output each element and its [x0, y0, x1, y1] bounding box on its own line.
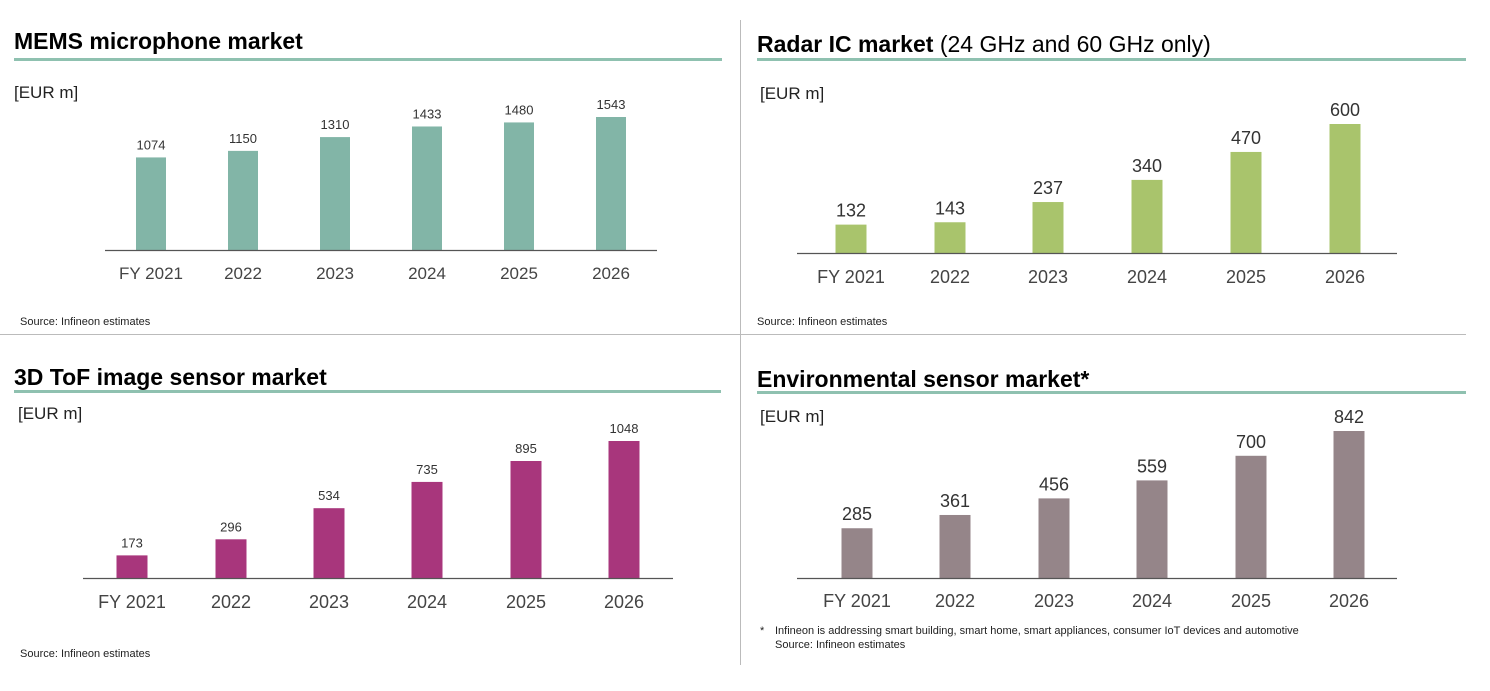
- tof-value-label: 895: [515, 441, 537, 456]
- env-value-label: 456: [1039, 474, 1069, 494]
- env-value-label: 559: [1137, 456, 1167, 476]
- tof-title-rule: [14, 390, 721, 393]
- radar-value-label: 470: [1231, 128, 1261, 148]
- radar-x-tick-label: 2022: [930, 267, 970, 287]
- tof-source: Source: Infineon estimates: [20, 648, 151, 660]
- radar-bar: [835, 224, 867, 253]
- mems-x-tick-label: FY 2021: [119, 264, 183, 283]
- env-value-label: 361: [940, 491, 970, 511]
- tof-bar: [608, 441, 640, 578]
- radar-source: Source: Infineon estimates: [757, 316, 888, 328]
- radar-title-rule: [757, 58, 1466, 61]
- mems-bar: [504, 122, 534, 250]
- mems-x-tick-label: 2023: [316, 264, 354, 283]
- env-value-label: 285: [842, 504, 872, 524]
- tof-value-label: 534: [318, 488, 340, 503]
- radar-bar: [1230, 151, 1262, 253]
- radar-title-main: Radar IC market: [757, 31, 934, 57]
- tof-value-label: 296: [220, 519, 242, 534]
- mems-value-label: 1480: [505, 102, 534, 117]
- tof-x-tick-label: 2024: [407, 592, 447, 612]
- mems-value-label: 1150: [229, 131, 257, 146]
- radar-value-label: 143: [935, 198, 965, 218]
- mems-value-label: 1074: [137, 137, 166, 152]
- env-bar: [1333, 431, 1365, 578]
- mems-title-rule: [14, 58, 722, 61]
- mems-title: MEMS microphone market: [14, 28, 303, 54]
- env-footnote: Infineon is addressing smart building, s…: [775, 625, 1299, 637]
- env-bar: [1136, 480, 1168, 578]
- mems-bar: [596, 117, 626, 250]
- vertical-divider: [740, 20, 741, 665]
- tof-bar: [411, 481, 443, 578]
- mems-bar: [136, 157, 166, 250]
- env-x-tick-label: FY 2021: [823, 591, 891, 611]
- radar-unit-label: [EUR m]: [760, 84, 825, 103]
- radar-x-tick-label: 2026: [1325, 267, 1365, 287]
- mems-bar: [412, 126, 442, 250]
- radar-bar: [1329, 124, 1361, 253]
- env-value-label: 700: [1236, 432, 1266, 452]
- mems-value-label: 1310: [321, 117, 350, 132]
- tof-bar: [510, 461, 542, 578]
- env-bar: [1038, 498, 1070, 578]
- tof-x-tick-label: 2023: [309, 592, 349, 612]
- tof-x-tick-label: 2026: [604, 592, 644, 612]
- mems-bar: [228, 150, 258, 250]
- env-source: Source: Infineon estimates: [775, 639, 906, 651]
- tof-value-label: 173: [121, 535, 143, 550]
- horizontal-divider: [0, 334, 1466, 335]
- mems-unit-label: [EUR m]: [14, 83, 79, 102]
- mems-x-tick-label: 2024: [408, 264, 446, 283]
- radar-bar: [1032, 202, 1064, 253]
- env-footnote-marker: *: [760, 625, 765, 637]
- radar-value-label: 340: [1132, 156, 1162, 176]
- env-x-tick-label: 2026: [1329, 591, 1369, 611]
- env-x-tick-label: 2022: [935, 591, 975, 611]
- radar-value-label: 132: [836, 201, 866, 221]
- env-bar: [841, 528, 873, 578]
- tof-bar: [116, 555, 148, 578]
- radar-x-tick-label: FY 2021: [817, 267, 885, 287]
- mems-value-label: 1543: [597, 97, 626, 112]
- tof-bar: [313, 508, 345, 578]
- env-x-tick-label: 2024: [1132, 591, 1172, 611]
- tof-title: 3D ToF image sensor market: [14, 364, 327, 390]
- tof-x-tick-label: FY 2021: [98, 592, 166, 612]
- tof-x-tick-label: 2022: [211, 592, 251, 612]
- mems-value-label: 1433: [413, 106, 442, 121]
- env-x-tick-label: 2025: [1231, 591, 1271, 611]
- mems-x-tick-label: 2025: [500, 264, 538, 283]
- radar-title-suffix: (24 GHz and 60 GHz only): [939, 31, 1211, 57]
- radar-x-tick-label: 2024: [1127, 267, 1167, 287]
- env-unit-label: [EUR m]: [760, 407, 825, 426]
- mems-bar: [320, 137, 350, 250]
- tof-value-label: 1048: [610, 421, 639, 436]
- mems-x-tick-label: 2022: [224, 264, 262, 283]
- radar-title: Radar IC market (24 GHz and 60 GHz only): [757, 31, 1211, 58]
- mems-source: Source: Infineon estimates: [20, 316, 151, 328]
- mems-x-tick-label: 2026: [592, 264, 630, 283]
- env-title: Environmental sensor market*: [757, 366, 1090, 392]
- env-value-label: 842: [1334, 407, 1364, 427]
- env-bar: [939, 514, 971, 578]
- radar-x-tick-label: 2023: [1028, 267, 1068, 287]
- tof-bar: [215, 539, 247, 578]
- radar-bar: [934, 222, 966, 253]
- radar-value-label: 600: [1330, 100, 1360, 120]
- tof-value-label: 735: [416, 462, 438, 477]
- env-title-rule: [757, 391, 1466, 394]
- tof-unit-label: [EUR m]: [18, 404, 83, 423]
- radar-value-label: 237: [1033, 178, 1063, 198]
- radar-x-tick-label: 2025: [1226, 267, 1266, 287]
- tof-x-tick-label: 2025: [506, 592, 546, 612]
- env-bar: [1235, 455, 1267, 578]
- env-x-tick-label: 2023: [1034, 591, 1074, 611]
- radar-bar: [1131, 179, 1163, 253]
